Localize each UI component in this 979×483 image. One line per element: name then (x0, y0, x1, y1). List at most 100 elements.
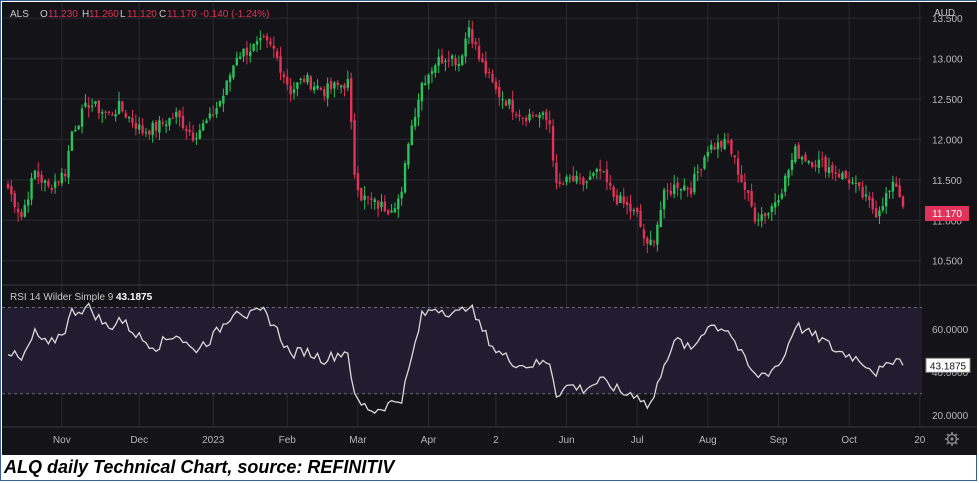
candle-body (175, 111, 178, 118)
candle-body (827, 167, 831, 174)
candle-body (269, 41, 272, 45)
chart-area[interactable]: 13.500 13.000 12.500 12.000 11.500 11.000 10.5… (2, 2, 977, 455)
candle-body (417, 99, 420, 118)
candle-body (141, 125, 144, 134)
candle-body (531, 115, 535, 117)
candle-body (521, 117, 524, 119)
candle-body (777, 200, 780, 203)
candle-body (47, 181, 50, 186)
candle-body (763, 213, 767, 217)
candle-body (464, 38, 467, 57)
candle-body (114, 114, 117, 117)
candle-body (733, 155, 736, 158)
candle-body (561, 183, 565, 185)
candle-body (286, 76, 289, 85)
candle-body (622, 196, 625, 204)
rsi-axis[interactable]: 60.0000 40.0000 20.0000 (932, 325, 969, 422)
candle-body (592, 172, 595, 176)
candle-body (144, 132, 148, 134)
ohlc-header: ALS O 11.230 H 11.260 L 11.120 C 11.170 … (10, 9, 269, 20)
time-axis[interactable]: Nov Dec 2023 Feb Mar Apr 2 Jun Jul Aug Sep Oct 20 (53, 435, 926, 446)
time-tick-label: Feb (279, 435, 297, 446)
candle-body (659, 209, 662, 228)
candle-body (467, 27, 471, 38)
price-axis[interactable]: 13.500 13.000 12.500 12.000 11.500 11.000 10.5… (932, 14, 963, 268)
candle-body (235, 57, 238, 66)
candle-body (797, 144, 800, 159)
candle-body (312, 86, 316, 91)
candle-body (158, 120, 161, 133)
candle-body (336, 82, 339, 86)
candle-body (673, 184, 676, 195)
candle-body (619, 195, 622, 204)
candle-body (279, 56, 282, 73)
candle-body (20, 211, 23, 217)
candle-body (228, 75, 232, 83)
candle-body (524, 117, 528, 122)
candle-body (817, 159, 821, 168)
candle-body (107, 111, 111, 113)
candle-body (238, 56, 242, 59)
candle-body (652, 241, 656, 243)
candle-body (164, 124, 168, 127)
candle-body (148, 130, 151, 135)
settings-gear-icon[interactable] (945, 432, 959, 446)
candle-body (329, 81, 333, 90)
rsi-value-label: 43.1875 (116, 292, 153, 303)
candle-body (161, 122, 164, 124)
time-tick-label: Apr (421, 435, 437, 446)
time-tick-label: 2 (493, 435, 499, 446)
candle-body (871, 197, 874, 210)
open-value: 11.230 (48, 9, 78, 20)
candle-body (222, 95, 225, 104)
candle-body (565, 176, 568, 183)
candle-body (259, 37, 262, 41)
candle-body (380, 201, 383, 208)
candle-body (555, 162, 558, 183)
close-prefix: C (159, 9, 166, 20)
candle-body (551, 126, 555, 161)
candle-body (639, 210, 642, 228)
candle-body (323, 89, 326, 97)
candle-body (632, 209, 636, 211)
candle-body (457, 63, 461, 67)
candle-body (181, 115, 185, 128)
candle-body (57, 181, 60, 183)
candle-body (642, 229, 646, 239)
candle-body (232, 65, 235, 78)
candle-body (272, 45, 276, 49)
last-price-tag (925, 206, 969, 221)
candle-body (10, 186, 13, 195)
candle-body (760, 214, 763, 221)
candle-body (494, 81, 498, 90)
candle-body (74, 129, 77, 132)
candle-body (794, 146, 797, 163)
candle-body (13, 193, 16, 208)
candle-body (360, 187, 363, 201)
candle-body (874, 208, 878, 218)
candle-body (800, 156, 804, 160)
candle-body (154, 121, 158, 131)
candle-body (80, 108, 84, 127)
candle-body (178, 110, 181, 118)
candle-body (67, 150, 70, 178)
candle-body (420, 82, 424, 102)
candle-body (602, 171, 605, 173)
time-tick-label: Aug (699, 435, 717, 446)
close-value: 11.170 (167, 9, 197, 20)
candle-body (403, 163, 407, 193)
candle-body (689, 188, 693, 195)
candle-body (834, 172, 837, 174)
candle-body (387, 210, 390, 215)
candle-body (901, 196, 905, 207)
candle-body (188, 129, 191, 132)
price-tick-label: 12.500 (932, 95, 963, 106)
candle-body (474, 41, 477, 45)
candle-body (558, 181, 562, 184)
candle-body (878, 210, 881, 217)
candle-body (53, 181, 57, 188)
candle-body (218, 101, 222, 107)
candle-body (407, 144, 410, 166)
candle-body (124, 112, 127, 118)
